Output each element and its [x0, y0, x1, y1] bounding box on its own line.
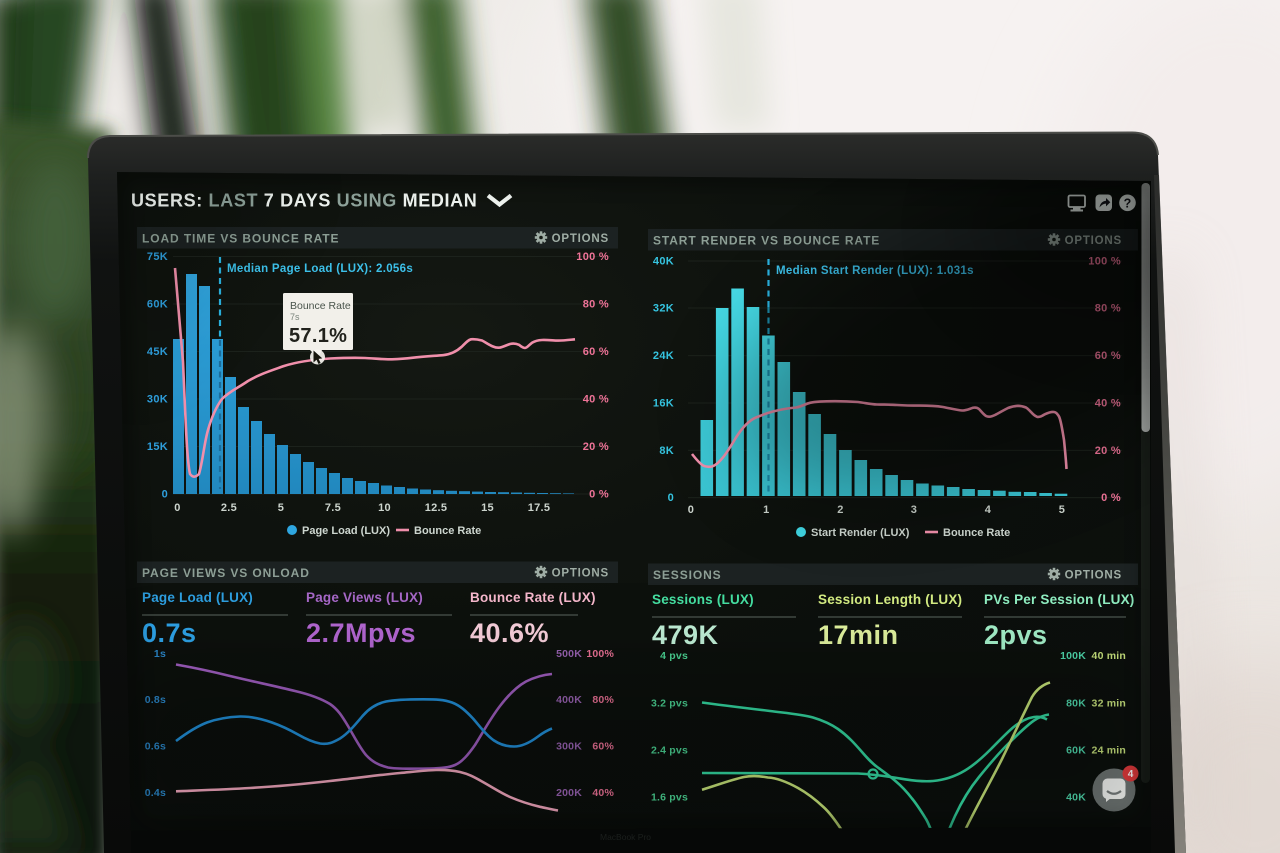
svg-text:2.7Mpvs: 2.7Mpvs — [306, 618, 416, 648]
svg-text:15: 15 — [481, 502, 494, 514]
svg-text:OPTIONS: OPTIONS — [1065, 570, 1122, 582]
svg-text:Sessions (LUX): Sessions (LUX) — [652, 592, 754, 607]
svg-text:8K: 8K — [659, 445, 674, 457]
svg-text:Page Load (LUX): Page Load (LUX) — [142, 590, 253, 605]
svg-text:32K: 32K — [653, 303, 674, 315]
svg-text:Bounce Rate: Bounce Rate — [414, 525, 481, 537]
svg-text:40K: 40K — [653, 256, 674, 268]
svg-text:20 %: 20 % — [583, 441, 609, 453]
svg-text:2: 2 — [837, 504, 843, 516]
svg-text:57.1%: 57.1% — [289, 325, 347, 347]
svg-text:Bounce Rate: Bounce Rate — [943, 527, 1010, 539]
svg-text:4: 4 — [985, 504, 992, 516]
svg-text:40 min: 40 min — [1092, 650, 1126, 662]
svg-text:Session Length (LUX): Session Length (LUX) — [818, 592, 962, 607]
svg-text:0 %: 0 % — [589, 489, 609, 501]
svg-text:SESSIONS: SESSIONS — [653, 568, 722, 582]
svg-text:OPTIONS: OPTIONS — [552, 568, 609, 580]
svg-text:16K: 16K — [653, 398, 674, 410]
svg-text:1s: 1s — [154, 648, 166, 660]
svg-text:100%: 100% — [586, 648, 614, 660]
svg-text:60 %: 60 % — [583, 346, 609, 358]
svg-text:Start Render (LUX): Start Render (LUX) — [811, 527, 910, 539]
svg-text:5: 5 — [1059, 504, 1065, 516]
svg-text:7s: 7s — [290, 312, 300, 322]
svg-text:Page Views (LUX): Page Views (LUX) — [306, 590, 423, 605]
svg-text:0.7s: 0.7s — [142, 618, 197, 648]
svg-text:20 %: 20 % — [1095, 445, 1121, 457]
svg-text:500K: 500K — [556, 648, 582, 660]
svg-text:Median Page Load (LUX): 2.056s: Median Page Load (LUX): 2.056s — [227, 263, 413, 275]
svg-text:17.5: 17.5 — [528, 502, 551, 514]
svg-text:0: 0 — [668, 492, 674, 504]
svg-text:12.5: 12.5 — [425, 502, 448, 514]
svg-text:Bounce Rate: Bounce Rate — [290, 300, 351, 312]
svg-text:17min: 17min — [818, 620, 899, 650]
svg-text:100 %: 100 % — [576, 251, 609, 263]
svg-text:PVs Per Session (LUX): PVs Per Session (LUX) — [984, 592, 1135, 607]
svg-text:2.5: 2.5 — [221, 502, 237, 514]
svg-text:PAGE VIEWS VS ONLOAD: PAGE VIEWS VS ONLOAD — [142, 566, 310, 580]
svg-text:START RENDER VS BOUNCE RATE: START RENDER VS BOUNCE RATE — [653, 234, 880, 248]
svg-text:15K: 15K — [147, 441, 168, 453]
svg-text:MacBook Pro: MacBook Pro — [600, 832, 651, 842]
svg-text:7.5: 7.5 — [325, 502, 341, 514]
svg-text:0 %: 0 % — [1101, 492, 1121, 504]
svg-text:Page Load (LUX): Page Load (LUX) — [302, 525, 390, 537]
svg-text:30K: 30K — [147, 394, 168, 406]
svg-text:5: 5 — [278, 502, 284, 514]
svg-text:40.6%: 40.6% — [470, 618, 549, 648]
svg-text:Bounce Rate (LUX): Bounce Rate (LUX) — [470, 590, 596, 605]
svg-text:100K: 100K — [1060, 650, 1086, 662]
svg-text:0: 0 — [174, 502, 180, 514]
svg-text:1: 1 — [763, 504, 769, 516]
svg-text:80 %: 80 % — [583, 299, 609, 311]
svg-text:10: 10 — [378, 502, 391, 514]
svg-text:479K: 479K — [652, 620, 719, 650]
svg-text:2pvs: 2pvs — [984, 620, 1048, 650]
svg-text:24K: 24K — [653, 350, 674, 362]
svg-text:4 pvs: 4 pvs — [660, 650, 688, 662]
svg-text:0: 0 — [688, 504, 694, 516]
svg-text:0: 0 — [162, 489, 168, 501]
svg-text:3: 3 — [911, 504, 917, 516]
svg-text:40 %: 40 % — [583, 394, 609, 406]
svg-text:OPTIONS: OPTIONS — [552, 233, 609, 245]
